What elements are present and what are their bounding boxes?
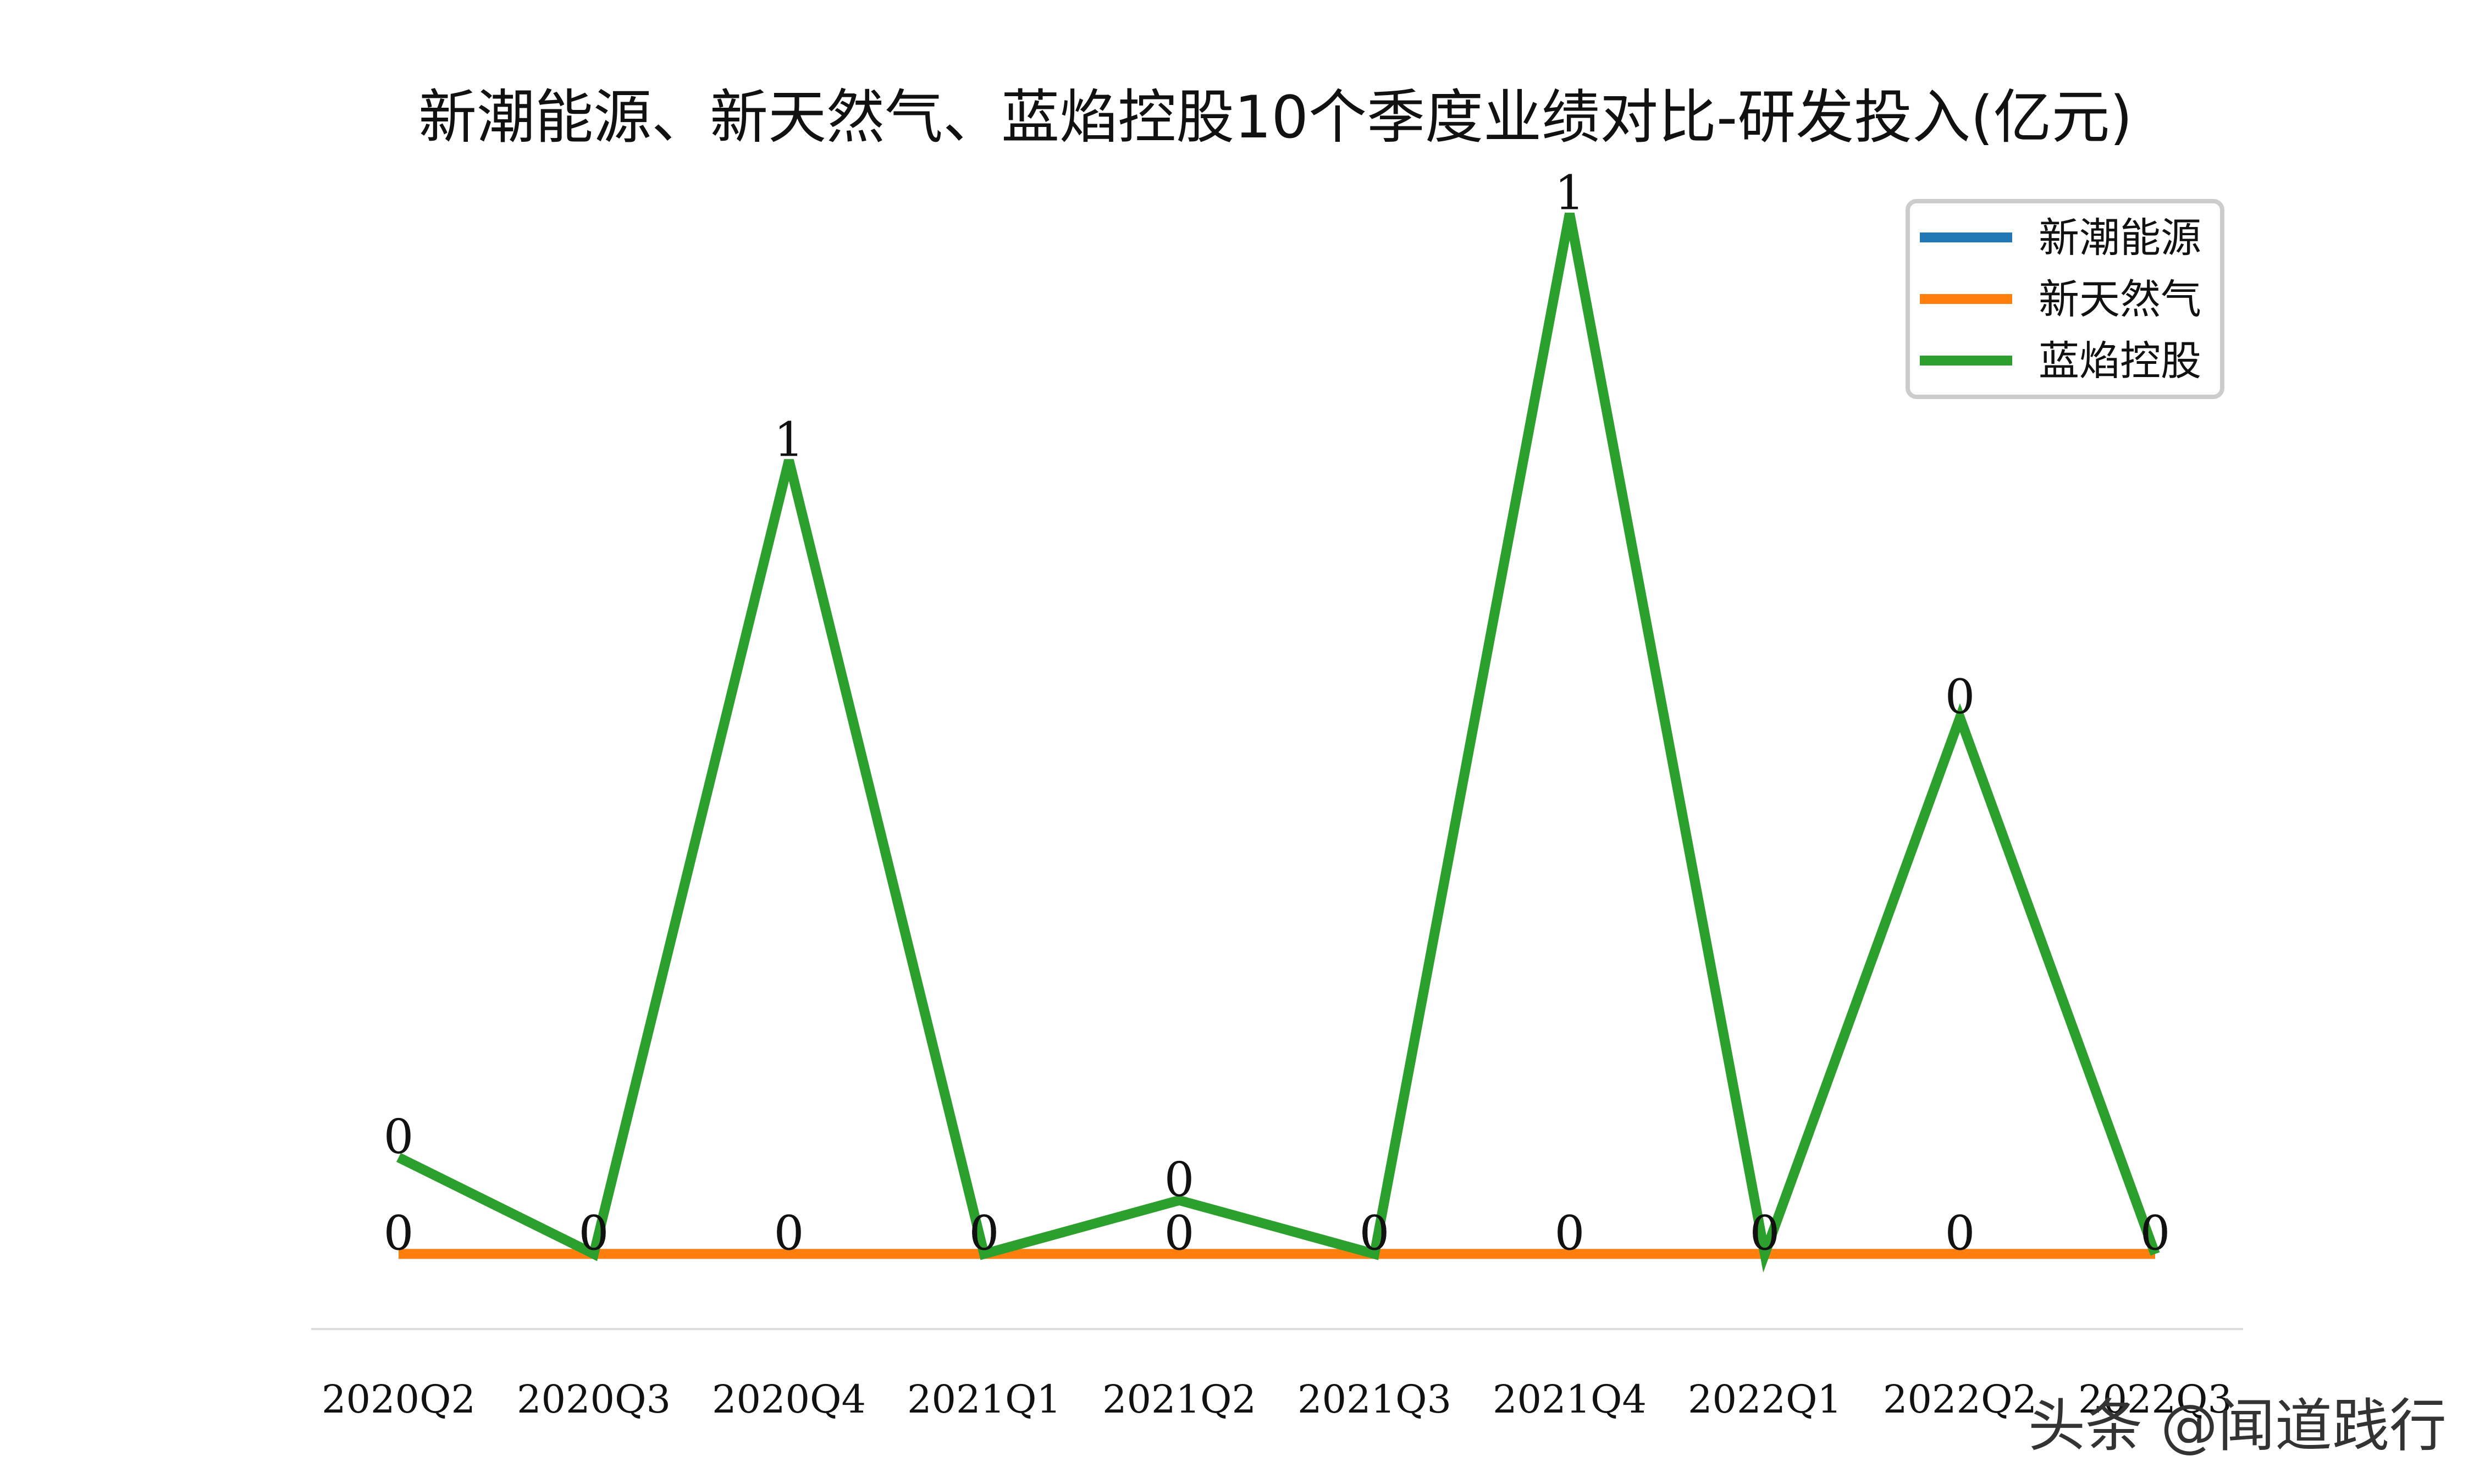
legend-label: 蓝焰控股 bbox=[2039, 337, 2201, 385]
data-label: 0 bbox=[1945, 1206, 1975, 1261]
series-lines bbox=[396, 212, 2160, 1273]
data-label: 0 bbox=[2140, 1206, 2171, 1261]
data-label: 0 bbox=[384, 1206, 414, 1261]
data-label: 0 bbox=[1750, 1206, 1780, 1261]
data-label: 0 bbox=[969, 1206, 999, 1261]
x-tick-label: 2022Q2 bbox=[1883, 1377, 2037, 1422]
data-label: 0 bbox=[774, 1206, 804, 1261]
data-label: 0 bbox=[1945, 1206, 1975, 1261]
data-label: 0 bbox=[1750, 1206, 1780, 1261]
data-label: 0 bbox=[2140, 1206, 2171, 1261]
data-label: 0 bbox=[1750, 1206, 1780, 1261]
data-label: 1 bbox=[1555, 166, 1585, 221]
x-tick-label: 2021Q1 bbox=[907, 1377, 1061, 1422]
data-label: 0 bbox=[579, 1206, 609, 1261]
data-label: 0 bbox=[579, 1206, 609, 1261]
x-tick-label: 2020Q4 bbox=[712, 1377, 866, 1422]
x-tick-label: 2021Q2 bbox=[1102, 1377, 1256, 1422]
legend-label: 新天然气 bbox=[2039, 276, 2201, 323]
data-label: 0 bbox=[1555, 1206, 1585, 1261]
x-tick-label: 2020Q3 bbox=[517, 1377, 671, 1422]
data-label: 0 bbox=[1360, 1206, 1390, 1261]
data-label: 0 bbox=[384, 1206, 414, 1261]
x-tick-label: 2021Q4 bbox=[1493, 1377, 1647, 1422]
data-label: 0 bbox=[1164, 1206, 1195, 1261]
x-tick-label: 2022Q3 bbox=[2078, 1377, 2232, 1422]
x-tick-label: 2022Q1 bbox=[1688, 1377, 1842, 1422]
x-tick-labels: 2020Q2 2020Q3 2020Q4 2021Q1 2021Q2 2021Q3 2021… bbox=[322, 1377, 2232, 1422]
series-line bbox=[396, 212, 2160, 1273]
x-tick-label: 2020Q2 bbox=[322, 1377, 476, 1422]
x-tick-label: 2021Q3 bbox=[1297, 1377, 1451, 1422]
chart-title: 新潮能源、新天然气、蓝焰控股10个季度业绩对比-研发投入(亿元) bbox=[418, 84, 2133, 151]
data-label: 0 bbox=[1555, 1206, 1585, 1261]
data-label: 0 bbox=[1360, 1206, 1390, 1261]
data-label: 0 bbox=[969, 1206, 999, 1261]
data-label: 0 bbox=[774, 1206, 804, 1261]
data-label: 1 bbox=[774, 412, 804, 467]
data-label: 0 bbox=[579, 1206, 609, 1261]
data-label: 0 bbox=[1164, 1206, 1195, 1261]
legend-label: 新潮能源 bbox=[2039, 214, 2201, 262]
data-label: 0 bbox=[384, 1110, 414, 1165]
data-label: 0 bbox=[1164, 1153, 1195, 1208]
watermark-text: 头条 @闻道践行 bbox=[2028, 1392, 2447, 1459]
data-label: 0 bbox=[2140, 1206, 2171, 1261]
data-label: 0 bbox=[1360, 1206, 1390, 1261]
data-label: 0 bbox=[1945, 670, 1975, 725]
data-label: 0 bbox=[969, 1206, 999, 1261]
legend-box bbox=[1906, 199, 2224, 399]
